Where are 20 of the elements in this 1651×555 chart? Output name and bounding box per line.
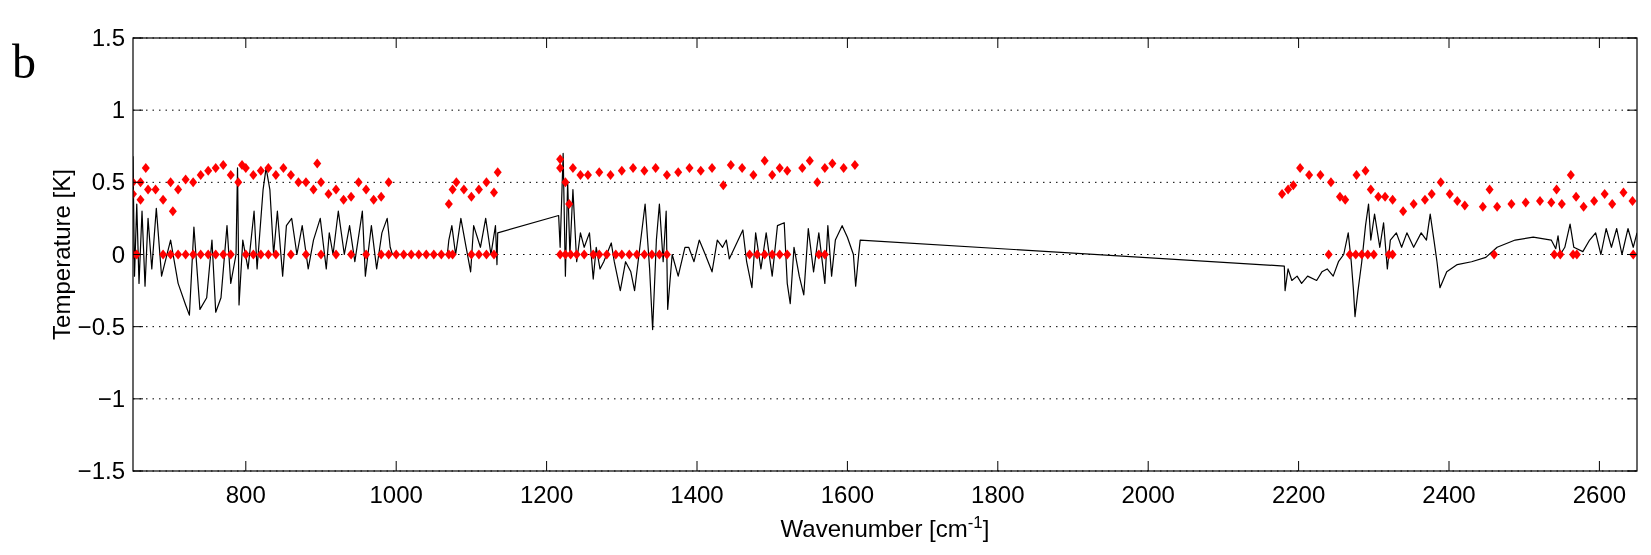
- y-tick-label: 0: [111, 240, 125, 268]
- x-tick-label: 1000: [369, 481, 423, 508]
- y-axis-title: Temperature [K]: [48, 169, 75, 340]
- x-tick-label: 1800: [971, 481, 1025, 508]
- y-tick-label: −0.5: [77, 312, 125, 340]
- x-tick-label: 2000: [1121, 481, 1175, 508]
- y-tick-label: −1.5: [77, 457, 125, 484]
- y-tick-label: −1: [97, 384, 125, 412]
- text: b: [12, 35, 36, 88]
- y-tick-label: 0.5: [91, 168, 125, 196]
- x-tick-label: 800: [225, 481, 266, 508]
- y-tick-label: 1.5: [91, 24, 125, 51]
- x-tick-label: 1400: [670, 481, 724, 508]
- x-tick-label: 2200: [1271, 481, 1326, 508]
- y-tick-label: 1: [111, 96, 125, 124]
- x-axis-title: Wavenumber [cm$^{-1}$]: [780, 512, 990, 542]
- x-tick-label: 1200: [519, 481, 574, 508]
- x-tick-label: 2600: [1572, 481, 1627, 508]
- x-tick-label: 1600: [820, 481, 875, 508]
- x-tick-label: 2400: [1422, 481, 1476, 508]
